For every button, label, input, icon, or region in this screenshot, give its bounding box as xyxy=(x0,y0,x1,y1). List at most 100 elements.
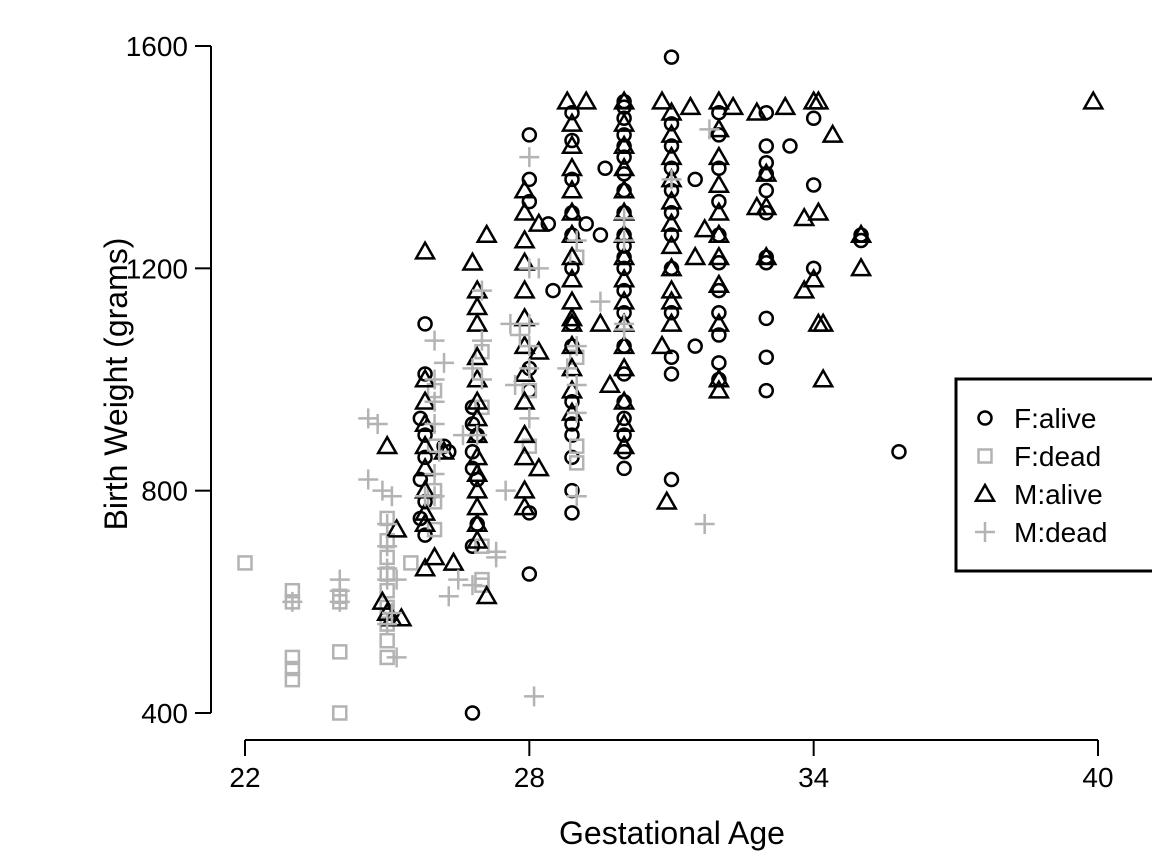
data-point xyxy=(614,208,635,229)
data-point xyxy=(650,334,674,355)
data-point xyxy=(707,173,731,193)
data-point xyxy=(513,229,536,249)
data-point xyxy=(592,227,609,243)
series-plus xyxy=(282,119,720,707)
data-point xyxy=(545,282,561,299)
data-point xyxy=(471,369,492,390)
data-point xyxy=(358,469,379,490)
data-point xyxy=(849,223,873,243)
data-point xyxy=(758,138,775,154)
data-point xyxy=(711,327,727,343)
data-point xyxy=(891,444,907,460)
data-point xyxy=(614,230,635,251)
data-point xyxy=(466,495,489,516)
data-point xyxy=(284,649,301,666)
data-point xyxy=(616,427,632,443)
data-point xyxy=(413,434,437,455)
data-point xyxy=(462,575,483,596)
data-point xyxy=(385,518,408,538)
data-point xyxy=(612,156,636,177)
data-point xyxy=(282,591,303,612)
data-point xyxy=(655,490,678,510)
data-point xyxy=(616,410,632,427)
data-point xyxy=(519,147,540,168)
data-point xyxy=(377,536,398,557)
data-point xyxy=(527,212,550,232)
data-point xyxy=(758,182,775,199)
data-point xyxy=(417,316,433,332)
data-point xyxy=(616,460,632,477)
data-point xyxy=(758,310,775,327)
data-point xyxy=(429,441,450,462)
data-point xyxy=(663,138,680,154)
data-point xyxy=(687,171,703,188)
data-point xyxy=(589,312,612,332)
data-point xyxy=(521,193,538,210)
data-point xyxy=(413,512,437,533)
data-point xyxy=(1082,90,1105,110)
data-point xyxy=(707,367,731,388)
data-point xyxy=(528,258,549,279)
data-point xyxy=(614,319,635,340)
data-point xyxy=(284,671,301,688)
data-point xyxy=(329,591,350,612)
data-point xyxy=(442,551,465,571)
data-point xyxy=(660,312,683,332)
data-point xyxy=(612,134,636,155)
data-point xyxy=(612,390,636,410)
data-point xyxy=(660,256,683,277)
data-point xyxy=(707,90,731,110)
data-point xyxy=(568,455,585,471)
legend-marker xyxy=(977,410,993,426)
y-tick-label: 800 xyxy=(141,476,188,507)
data-point xyxy=(466,345,489,366)
y-axis-title: Birth Weight (grams) xyxy=(98,238,134,531)
data-point xyxy=(679,95,702,116)
data-point xyxy=(560,201,584,221)
legend-box xyxy=(954,377,1152,573)
data-point xyxy=(521,171,538,188)
data-point xyxy=(660,101,683,121)
data-point xyxy=(237,555,253,571)
data-point xyxy=(386,647,407,668)
data-point xyxy=(575,90,598,110)
x-tick-label: 34 xyxy=(798,762,829,793)
data-point xyxy=(684,245,707,266)
data-point xyxy=(560,178,584,199)
data-point xyxy=(417,427,433,443)
data-point xyxy=(758,382,775,399)
data-point xyxy=(386,569,407,590)
data-point xyxy=(663,49,680,65)
data-point xyxy=(564,393,580,410)
data-point xyxy=(758,349,775,366)
data-point xyxy=(774,95,797,116)
data-point xyxy=(560,290,584,310)
data-point xyxy=(564,260,580,277)
data-point xyxy=(560,312,584,332)
data-point xyxy=(381,486,402,507)
data-point xyxy=(556,90,579,110)
data-point xyxy=(376,434,399,455)
data-point xyxy=(560,134,584,155)
data-point xyxy=(424,369,445,390)
data-point xyxy=(513,390,536,410)
data-point xyxy=(519,358,540,379)
data-point xyxy=(612,356,636,377)
data-point xyxy=(793,279,816,299)
data-point xyxy=(616,282,632,299)
points-layer xyxy=(237,49,1105,721)
data-point xyxy=(500,313,521,334)
data-point xyxy=(423,545,446,566)
data-point xyxy=(807,90,830,110)
data-point xyxy=(616,149,632,165)
data-point xyxy=(805,260,822,277)
data-point xyxy=(694,514,715,535)
data-point xyxy=(424,330,445,351)
data-point xyxy=(612,112,636,132)
x-tick-label: 28 xyxy=(514,762,545,793)
data-point xyxy=(612,178,636,199)
data-point xyxy=(687,338,703,354)
data-point xyxy=(413,240,437,260)
